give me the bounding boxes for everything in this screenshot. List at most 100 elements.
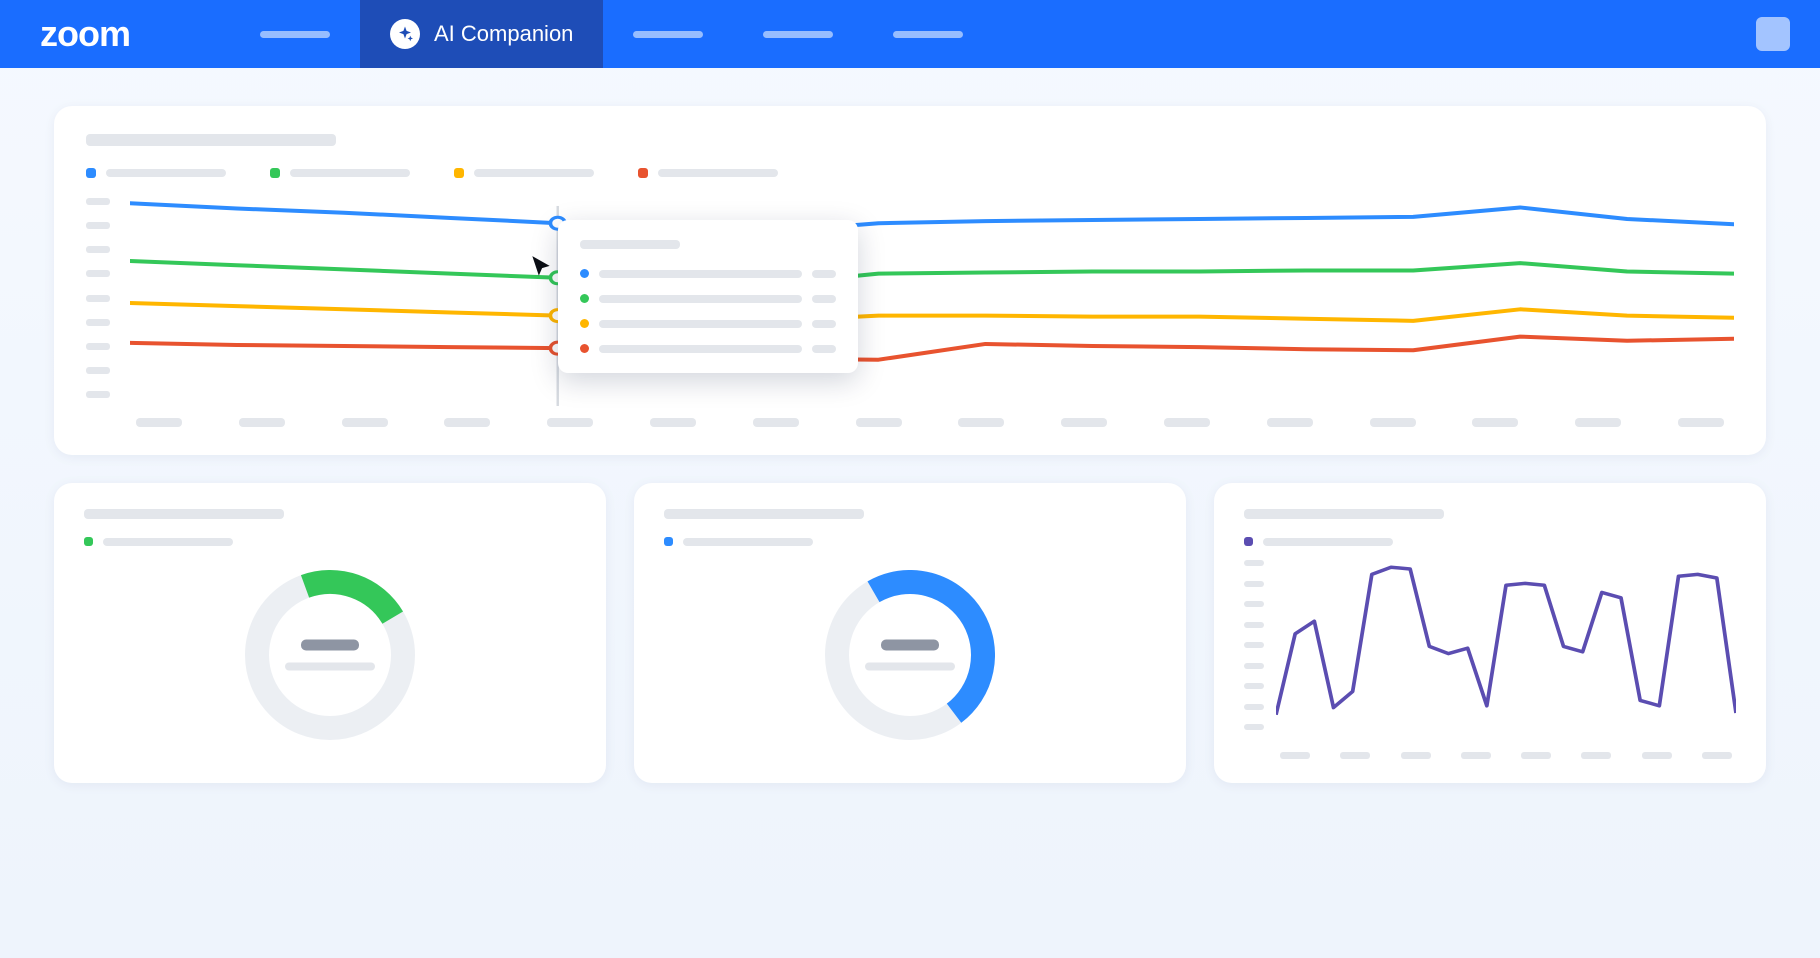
card-title-placeholder (664, 509, 864, 519)
y-tick-placeholder (86, 319, 110, 326)
y-tick-placeholder (1244, 663, 1264, 669)
y-tick-placeholder (1244, 724, 1264, 730)
y-axis-ticks (86, 198, 116, 398)
user-menu-button[interactable] (1756, 17, 1790, 51)
y-tick-placeholder (1244, 704, 1264, 710)
nav-label: AI Companion (434, 21, 573, 47)
y-tick-placeholder (86, 295, 110, 302)
y-tick-placeholder (1244, 601, 1264, 607)
x-tick-placeholder (1267, 418, 1313, 427)
tooltip-label-placeholder (599, 345, 802, 353)
legend-item[interactable] (270, 168, 410, 178)
x-tick-placeholder (1472, 418, 1518, 427)
x-tick-placeholder (1280, 752, 1310, 759)
tooltip-dot (580, 319, 589, 328)
mini-x-ticks (1244, 752, 1736, 759)
x-tick-placeholder (136, 418, 182, 427)
y-tick-placeholder (1244, 581, 1264, 587)
mini-y-ticks (1244, 560, 1266, 730)
donut-card-1 (54, 483, 606, 783)
legend-label-placeholder (103, 538, 233, 546)
x-tick-placeholder (1575, 418, 1621, 427)
legend-dot (84, 537, 93, 546)
tooltip-row (580, 344, 836, 353)
chart-tooltip (558, 220, 858, 373)
y-tick-placeholder (86, 222, 110, 229)
y-tick-placeholder (1244, 683, 1264, 689)
legend-label-placeholder (106, 169, 226, 177)
x-tick-placeholder (650, 418, 696, 427)
nav-item-placeholder[interactable] (603, 0, 733, 68)
x-tick-placeholder (239, 418, 285, 427)
mini-chart (1244, 560, 1736, 750)
donut-value-placeholder (881, 640, 939, 651)
y-tick-placeholder (1244, 642, 1264, 648)
x-tick-placeholder (1370, 418, 1416, 427)
donut-label-placeholder (285, 663, 375, 671)
nav-item-ai-companion[interactable]: AI Companion (360, 0, 603, 68)
card-title-placeholder (86, 134, 336, 146)
dashboard-content (0, 68, 1820, 821)
nav-label-placeholder (260, 31, 330, 38)
tooltip-dot (580, 294, 589, 303)
nav-item-placeholder[interactable] (863, 0, 993, 68)
tooltip-label-placeholder (599, 320, 802, 328)
legend-dot (638, 168, 648, 178)
zoom-logo: zoom (40, 13, 130, 55)
legend-label-placeholder (290, 169, 410, 177)
donut-center (865, 640, 955, 671)
cursor-icon (528, 254, 554, 285)
donut-center (285, 640, 375, 671)
legend-label-placeholder (683, 538, 813, 546)
card-legend (84, 537, 576, 546)
legend-dot (454, 168, 464, 178)
y-tick-placeholder (86, 343, 110, 350)
chart-plot-area[interactable] (130, 198, 1734, 408)
donut-chart (664, 560, 1156, 750)
main-chart (86, 198, 1734, 408)
x-tick-placeholder (958, 418, 1004, 427)
y-tick-placeholder (86, 270, 110, 277)
legend-dot (664, 537, 673, 546)
nav-item-placeholder[interactable] (733, 0, 863, 68)
top-nav: zoom AI Companion (0, 0, 1820, 68)
tooltip-value-placeholder (812, 345, 836, 353)
nav-item-placeholder[interactable] (230, 0, 360, 68)
y-tick-placeholder (86, 198, 110, 205)
legend-label-placeholder (474, 169, 594, 177)
legend-dot (86, 168, 96, 178)
x-axis-ticks (86, 418, 1734, 427)
x-tick-placeholder (1461, 752, 1491, 759)
donut-label-placeholder (865, 663, 955, 671)
x-tick-placeholder (856, 418, 902, 427)
legend-item[interactable] (86, 168, 226, 178)
x-tick-placeholder (1401, 752, 1431, 759)
donut-card-2 (634, 483, 1186, 783)
nav-label-placeholder (763, 31, 833, 38)
x-tick-placeholder (1061, 418, 1107, 427)
legend-label-placeholder (658, 169, 778, 177)
x-tick-placeholder (547, 418, 593, 427)
legend-label-placeholder (1263, 538, 1393, 546)
x-tick-placeholder (1521, 752, 1551, 759)
donut-value-placeholder (301, 640, 359, 651)
tooltip-row (580, 319, 836, 328)
tooltip-label-placeholder (599, 295, 802, 303)
legend-dot (1244, 537, 1253, 546)
mini-line-svg (1276, 560, 1736, 740)
nav-label-placeholder (893, 31, 963, 38)
legend-dot (270, 168, 280, 178)
tooltip-value-placeholder (812, 270, 836, 278)
legend-item[interactable] (454, 168, 594, 178)
y-tick-placeholder (86, 246, 110, 253)
nav-label-placeholder (633, 31, 703, 38)
tooltip-value-placeholder (812, 295, 836, 303)
x-tick-placeholder (1164, 418, 1210, 427)
legend-item[interactable] (638, 168, 778, 178)
mini-line-card (1214, 483, 1766, 783)
x-tick-placeholder (1340, 752, 1370, 759)
card-title-placeholder (84, 509, 284, 519)
x-tick-placeholder (444, 418, 490, 427)
x-tick-placeholder (1678, 418, 1724, 427)
x-tick-placeholder (1581, 752, 1611, 759)
